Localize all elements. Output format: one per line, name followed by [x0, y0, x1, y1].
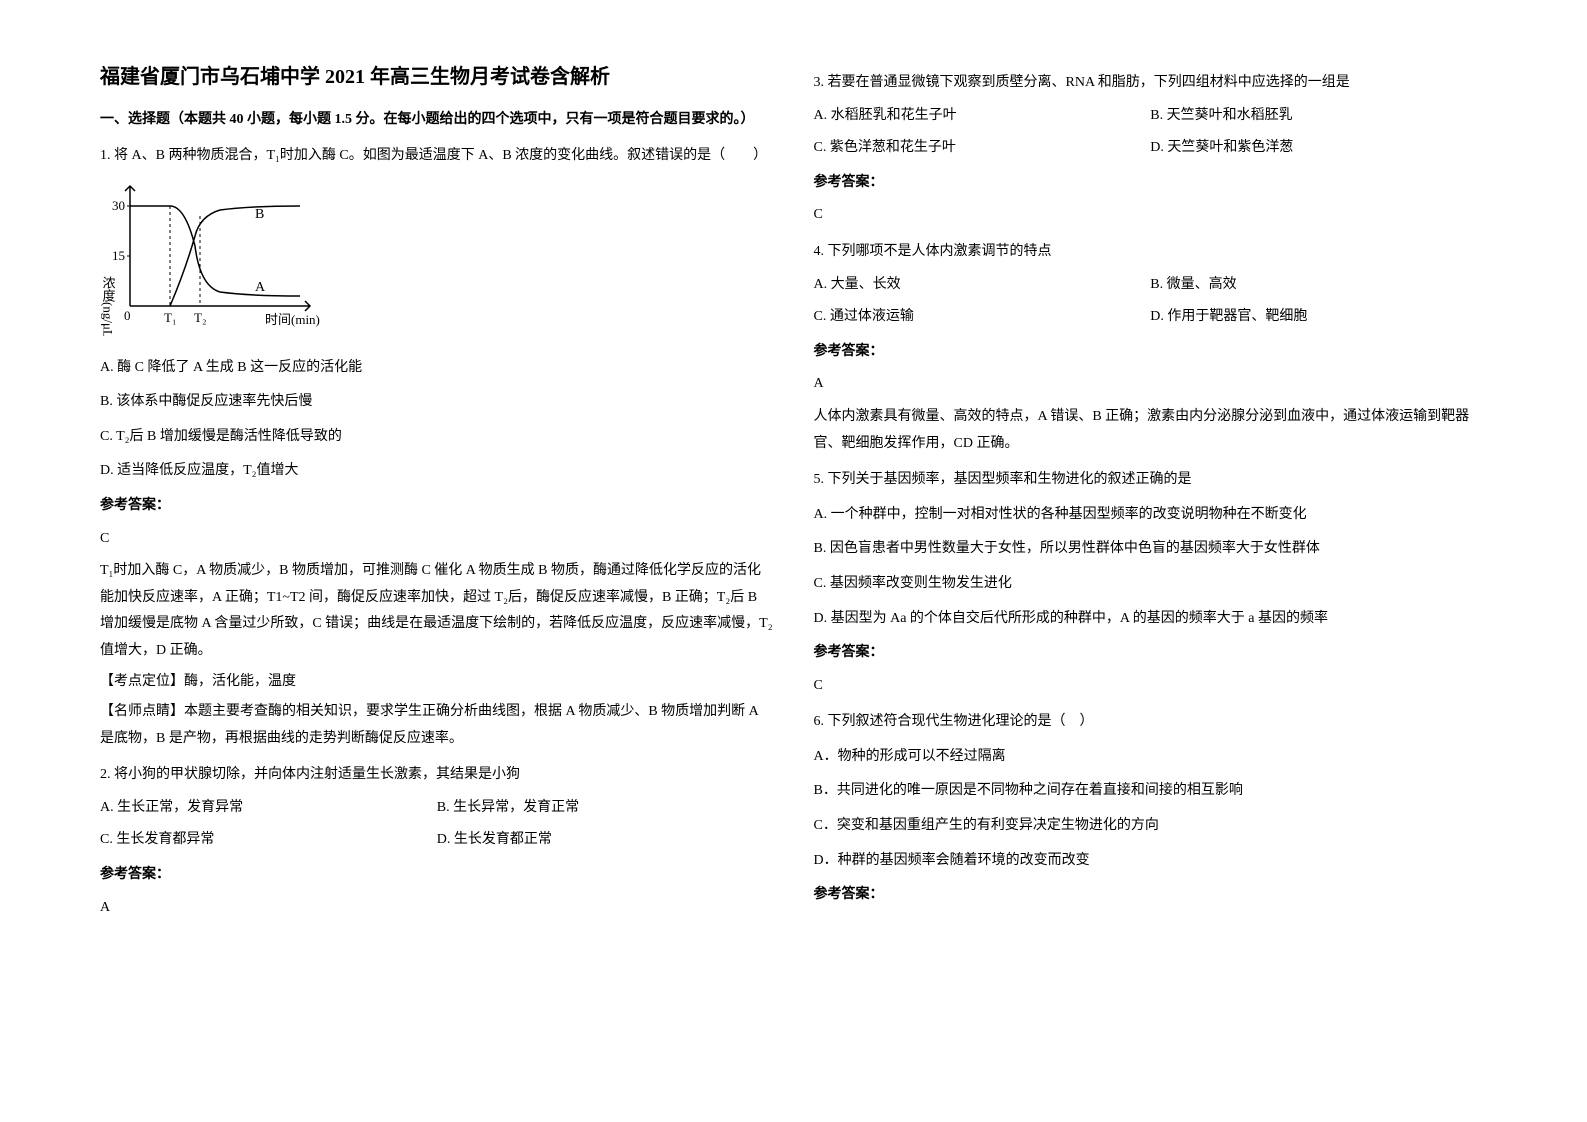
svg-text:T₁: T₁ — [164, 310, 176, 325]
q3-optB: B. 天竺葵叶和水稻胚乳 — [1150, 103, 1487, 130]
svg-text:A: A — [255, 280, 266, 295]
q2-answer: A — [100, 895, 774, 922]
q2-optB: B. 生长异常，发育正常 — [437, 795, 774, 822]
q5-optD: D. 基因型为 Aa 的个体自交后代所形成的种群中，A 的基因的频率大于 a 基… — [814, 606, 1488, 633]
q4-optD: D. 作用于靶器官、靶细胞 — [1150, 304, 1487, 331]
q3-answer: C — [814, 202, 1488, 229]
question-5: 5. 下列关于基因频率，基因型频率和生物进化的叙述正确的是 A. 一个种群中，控… — [814, 467, 1488, 699]
question-2: 2. 将小狗的甲状腺切除，并向体内注射适量生长激素，其结果是小狗 A. 生长正常… — [100, 762, 774, 921]
q5-optC: C. 基因频率改变则生物发生进化 — [814, 571, 1488, 598]
q1-stem: 1. 将 A、B 两种物质混合，T₁时加入酶 C。如图为最适温度下 A、B 浓度… — [100, 143, 774, 170]
q5-answer-label: 参考答案： — [814, 640, 1488, 667]
svg-text:T₂: T₂ — [194, 310, 206, 325]
q1-exp1: T₁时加入酶 C，A 物质减少，B 物质增加，可推测酶 C 催化 A 物质生成 … — [100, 558, 774, 664]
left-column: 福建省厦门市乌石埔中学 2021 年高三生物月考试卷含解析 一、选择题（本题共 … — [80, 60, 794, 1082]
q1-chart: 浓度(ng/μL) 时间(min) 30 15 0 T₁ T₂ A B — [100, 176, 774, 347]
q1-answer-label: 参考答案： — [100, 493, 774, 520]
q6-stem: 6. 下列叙述符合现代生物进化理论的是（ ） — [814, 709, 1488, 736]
q2-optC: C. 生长发育都异常 — [100, 827, 437, 854]
q2-optA: A. 生长正常，发育异常 — [100, 795, 437, 822]
q1-exp2: 【考点定位】酶，活化能，温度 — [100, 669, 774, 696]
q3-stem: 3. 若要在普通显微镜下观察到质壁分离、RNA 和脂肪，下列四组材料中应选择的一… — [814, 70, 1488, 97]
q6-answer-label: 参考答案： — [814, 882, 1488, 909]
q1-optB: B. 该体系中酶促反应速率先快后慢 — [100, 389, 774, 416]
q4-answer: A — [814, 371, 1488, 398]
question-3: 3. 若要在普通显微镜下观察到质壁分离、RNA 和脂肪，下列四组材料中应选择的一… — [814, 70, 1488, 229]
svg-text:时间(min): 时间(min) — [265, 312, 320, 327]
q5-optB: B. 因色盲患者中男性数量大于女性，所以男性群体中色盲的基因频率大于女性群体 — [814, 536, 1488, 563]
exam-title: 福建省厦门市乌石埔中学 2021 年高三生物月考试卷含解析 — [100, 60, 774, 89]
q6-optC: C．突变和基因重组产生的有利变异决定生物进化的方向 — [814, 813, 1488, 840]
question-6: 6. 下列叙述符合现代生物进化理论的是（ ） A．物种的形成可以不经过隔离 B．… — [814, 709, 1488, 909]
q1-answer: C — [100, 526, 774, 553]
q5-answer: C — [814, 673, 1488, 700]
q5-stem: 5. 下列关于基因频率，基因型频率和生物进化的叙述正确的是 — [814, 467, 1488, 494]
question-1: 1. 将 A、B 两种物质混合，T₁时加入酶 C。如图为最适温度下 A、B 浓度… — [100, 143, 774, 752]
q1-exp3: 【名师点睛】本题主要考查酶的相关知识，要求学生正确分析曲线图，根据 A 物质减少… — [100, 699, 774, 752]
q3-optD: D. 天竺葵叶和紫色洋葱 — [1150, 135, 1487, 162]
q4-optC: C. 通过体液运输 — [814, 304, 1151, 331]
q6-optB: B．共同进化的唯一原因是不同物种之间存在着直接和间接的相互影响 — [814, 778, 1488, 805]
q3-answer-label: 参考答案： — [814, 170, 1488, 197]
svg-text:0: 0 — [124, 308, 131, 323]
q4-optB: B. 微量、高效 — [1150, 272, 1487, 299]
q2-optD: D. 生长发育都正常 — [437, 827, 774, 854]
q4-exp: 人体内激素具有微量、高效的特点，A 错误、B 正确；激素由内分泌腺分泌到血液中，… — [814, 404, 1488, 457]
q4-stem: 4. 下列哪项不是人体内激素调节的特点 — [814, 239, 1488, 266]
q1-optC: C. T₂后 B 增加缓慢是酶活性降低导致的 — [100, 424, 774, 451]
q2-answer-label: 参考答案： — [100, 862, 774, 889]
q5-optA: A. 一个种群中，控制一对相对性状的各种基因型频率的改变说明物种在不断变化 — [814, 502, 1488, 529]
right-column: 3. 若要在普通显微镜下观察到质壁分离、RNA 和脂肪，下列四组材料中应选择的一… — [794, 60, 1508, 1082]
svg-text:30: 30 — [112, 198, 125, 213]
q6-optD: D．种群的基因频率会随着环境的改变而改变 — [814, 848, 1488, 875]
q3-optA: A. 水稻胚乳和花生子叶 — [814, 103, 1151, 130]
question-4: 4. 下列哪项不是人体内激素调节的特点 A. 大量、长效 B. 微量、高效 C.… — [814, 239, 1488, 457]
q3-optC: C. 紫色洋葱和花生子叶 — [814, 135, 1151, 162]
q6-optA: A．物种的形成可以不经过隔离 — [814, 744, 1488, 771]
q1-optD: D. 适当降低反应温度，T₂值增大 — [100, 458, 774, 485]
q4-answer-label: 参考答案： — [814, 339, 1488, 366]
q4-optA: A. 大量、长效 — [814, 272, 1151, 299]
section-header: 一、选择题（本题共 40 小题，每小题 1.5 分。在每小题给出的四个选项中，只… — [100, 109, 774, 131]
svg-text:15: 15 — [112, 248, 125, 263]
q2-stem: 2. 将小狗的甲状腺切除，并向体内注射适量生长激素，其结果是小狗 — [100, 762, 774, 789]
svg-text:B: B — [255, 207, 264, 222]
svg-text:浓度(ng/μL): 浓度(ng/μL) — [101, 276, 116, 336]
q1-optA: A. 酶 C 降低了 A 生成 B 这一反应的活化能 — [100, 355, 774, 382]
